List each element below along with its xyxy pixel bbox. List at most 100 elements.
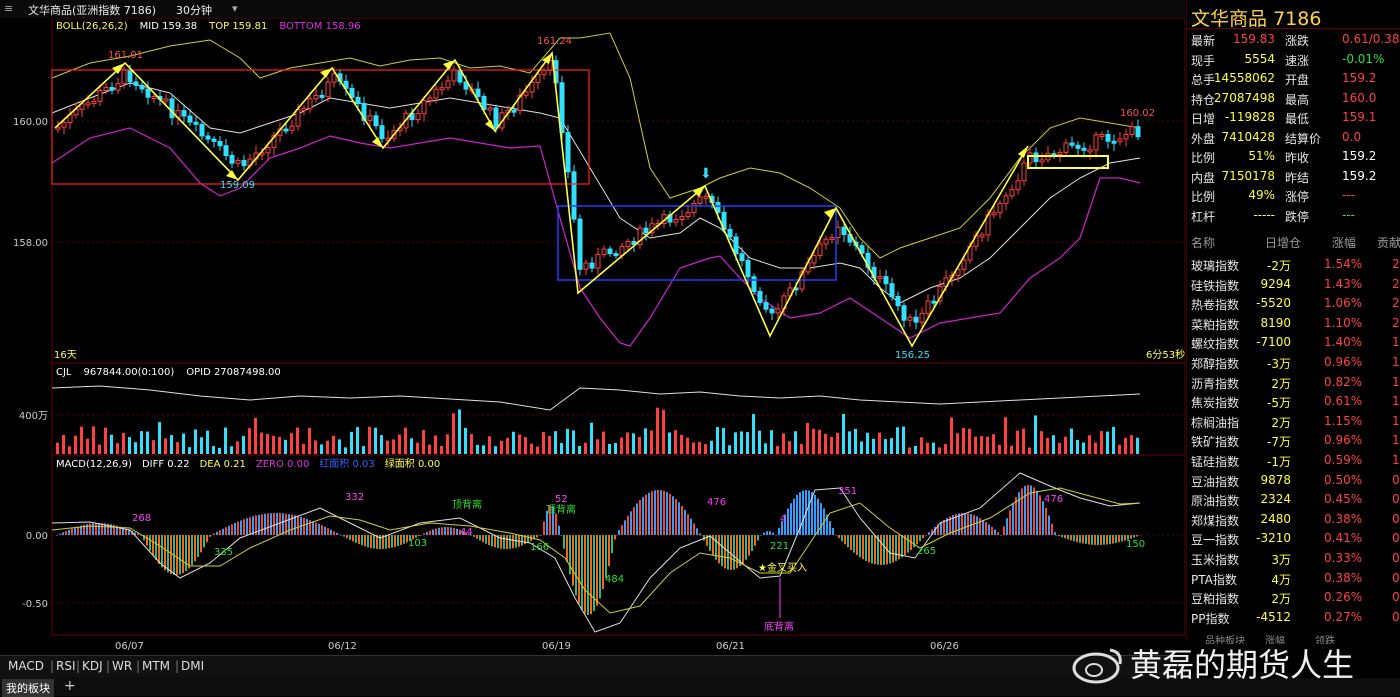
quote-value: 0.0 (1342, 130, 1361, 144)
macd-bar (560, 535, 562, 536)
macd-annotation: 44 (460, 527, 473, 538)
y-tick-label: 400万 (19, 411, 48, 422)
macd-bar (216, 532, 218, 535)
volume-bar (296, 428, 299, 454)
volume-bar (482, 445, 485, 454)
candle-body (494, 108, 498, 128)
candle-body (878, 277, 882, 279)
macd-bar (1121, 535, 1123, 541)
quote-value: -0.01% (1342, 52, 1384, 66)
add-tab-button[interactable]: + (64, 678, 76, 694)
macd-bar (324, 527, 326, 535)
sector-row[interactable]: 郑醇指数-3万0.96%1. (1187, 353, 1400, 373)
quote-value: ----- (1253, 208, 1275, 222)
macd-bar (506, 535, 508, 549)
col-header-contrib[interactable]: 贡献 (1377, 234, 1400, 251)
golden-cross-label: ★金叉买入 (758, 561, 807, 574)
price-chart-area[interactable]: 160.00 158.00 400万 0.00 -0.50 BOLL(26,26… (0, 18, 1185, 658)
chevron-down-icon[interactable]: ▾ (232, 2, 238, 15)
volume-bar (794, 431, 797, 454)
sector-chg: 0.27% (1324, 610, 1362, 624)
volume-bar (1022, 429, 1025, 454)
candle-body (980, 235, 984, 237)
period-selector[interactable]: 30分钟 (176, 2, 212, 18)
volume-bar (68, 446, 71, 454)
sector-chg: 1.06% (1324, 296, 1362, 310)
macd-bar (1015, 497, 1017, 535)
col-header-oi[interactable]: 日增仓 (1265, 234, 1301, 251)
tab-macd[interactable]: MACD (8, 659, 44, 673)
macd-bar (928, 532, 930, 535)
macd-bar (432, 530, 434, 535)
quote-label: 最新 (1191, 32, 1215, 49)
macd-bar (358, 535, 360, 544)
volume-bar (638, 437, 641, 454)
volume-bar (1070, 429, 1073, 454)
col-header-name[interactable]: 名称 (1191, 234, 1215, 251)
candle-body (692, 203, 696, 212)
volume-bar (926, 443, 929, 454)
macd-bar (1106, 535, 1108, 545)
my-sector-tab[interactable]: 我的板块 (2, 679, 54, 697)
sector-oi: 9294 (1260, 277, 1291, 291)
tab-mtm[interactable]: MTM (142, 659, 170, 673)
volume-bar (188, 447, 191, 454)
macd-bar (898, 535, 900, 559)
quote-label: 比例 (1191, 188, 1215, 205)
candle-body (1136, 127, 1140, 137)
tab-wr[interactable]: WR (112, 659, 132, 673)
sector-name: 菜粕指数 (1191, 316, 1239, 333)
candle-body (932, 301, 936, 303)
macd-annotation: 484 (605, 574, 624, 585)
y-tick-label: 160.00 (13, 117, 48, 128)
candle-body (326, 82, 330, 97)
candle-body (998, 203, 1002, 212)
candle-body (920, 313, 924, 322)
price-annotation: 160.02 (1120, 108, 1155, 119)
macd-bar (630, 511, 632, 535)
candle-body (614, 254, 618, 256)
menu-icon[interactable]: ≡ (4, 2, 13, 15)
tab-kdj[interactable]: KDJ (82, 659, 103, 673)
sector-row[interactable]: 玻璃指数-2万1.54%2. (1187, 255, 1400, 275)
candle-body (164, 99, 168, 101)
volume-bar (818, 430, 821, 454)
candle-body (812, 256, 816, 263)
volume-bar (110, 435, 113, 454)
sector-row[interactable]: 锰硅指数-1万0.59%1. (1187, 451, 1400, 471)
volume-bar (674, 430, 677, 454)
sector-row[interactable]: 铁矿指数-7万0.96%1. (1187, 431, 1400, 451)
sector-name: 玻璃指数 (1191, 257, 1239, 274)
volume-bar (920, 437, 923, 454)
sector-row[interactable]: 焦炭指数-5万0.61%1. (1187, 392, 1400, 412)
volume-bar (350, 432, 353, 454)
volume-bar (236, 441, 239, 454)
macd-bar (206, 535, 208, 542)
col-header-change[interactable]: 涨幅 (1332, 234, 1356, 251)
volume-bar (644, 428, 647, 454)
volume-bar (782, 433, 785, 454)
macd-bar (188, 535, 190, 568)
volume-bar (752, 414, 755, 454)
macd-bar (624, 520, 626, 535)
tab-rsi[interactable]: RSI (56, 659, 76, 673)
tab-dmi[interactable]: DMI (181, 659, 204, 673)
